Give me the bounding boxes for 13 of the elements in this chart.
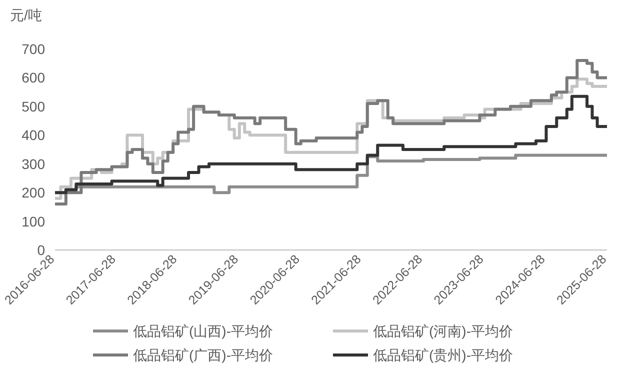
legend-label: 低品铝矿(贵州)-平均价 <box>373 347 513 363</box>
y-tick-label: 600 <box>22 70 46 86</box>
y-tick-label: 100 <box>22 213 46 230</box>
legend-label: 低品铝矿(河南)-平均价 <box>373 323 513 339</box>
y-tick-label: 0 <box>37 242 46 258</box>
y-tick-label: 700 <box>22 41 46 57</box>
y-axis-title: 元/吨 <box>10 7 42 23</box>
legend-label: 低品铝矿(山西)-平均价 <box>133 323 273 339</box>
y-tick-label: 300 <box>22 156 46 172</box>
y-tick-label: 200 <box>22 184 46 201</box>
y-tick-label: 500 <box>22 98 46 114</box>
legend-label: 低品铝矿(广西)-平均价 <box>133 347 273 363</box>
y-tick-label: 400 <box>22 127 46 144</box>
